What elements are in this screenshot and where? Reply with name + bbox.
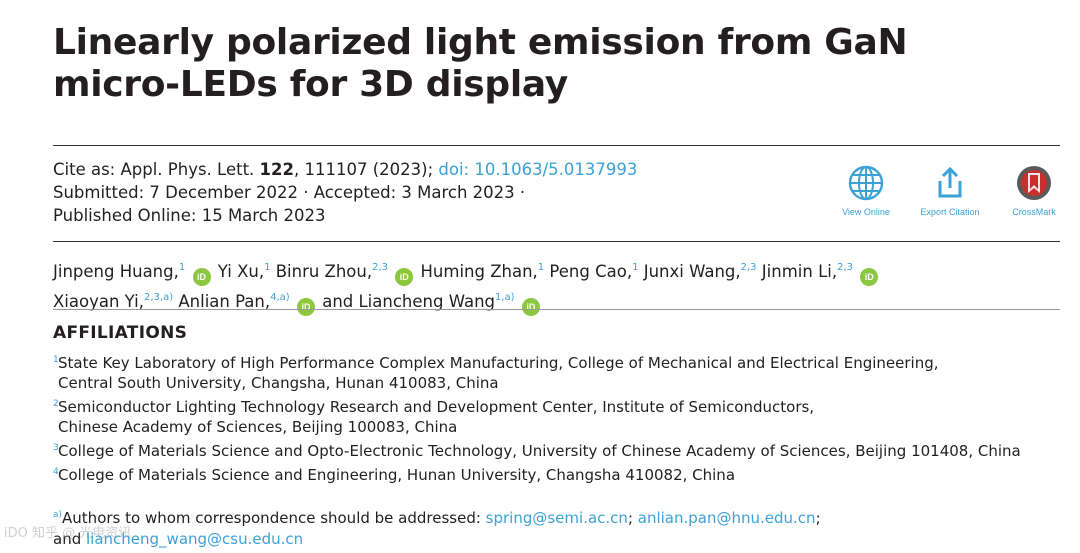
author: Xiaoyan Yi,2,3,a) [53,292,173,311]
separator: ; [627,509,638,527]
divider-affiliations [53,309,1060,310]
author-list: Jinpeng Huang,1 iD Yi Xu,1 Binru Zhou,2,… [53,256,1053,316]
author-affiliation-mark: 2,3,a) [144,292,174,303]
author-affiliation-mark: 2,3 [372,262,389,273]
affiliation-number: 4 [53,467,59,477]
title-line-1: Linearly polarized light emission from G… [53,22,908,63]
affiliation-2: 2 Semiconductor Lighting Technology Rese… [53,397,1063,437]
affiliation-list: 1 State Key Laboratory of High Performan… [53,353,1063,489]
author-name: Binru Zhou, [275,262,373,281]
correspondence-and: and [53,530,86,548]
author-affiliation-mark: 1 [632,262,639,273]
author: Binru Zhou,2,3 iD [275,262,416,286]
correspondence-line-1: a)Authors to whom correspondence should … [53,505,1063,529]
author: Junxi Wang,2,3 [644,262,757,281]
orcid-icon[interactable]: iD [192,268,211,286]
author-affiliation-mark: 1,a) [495,292,515,303]
citation-published: Published Online: 15 March 2023 [53,206,326,225]
email-link[interactable]: spring@semi.ac.cn [485,509,628,527]
divider-top [53,145,1060,146]
title-line-2: micro-LEDs for 3D display [53,64,568,105]
affiliation-3: 3 College of Materials Science and Opto-… [53,441,1063,461]
author-affiliation-mark: 4,a) [270,292,290,303]
author-affiliation-mark: 2,3 [740,262,757,273]
doi-link[interactable]: doi: 10.1063/5.0137993 [438,160,638,179]
author-affiliation-mark: 2,3 [837,262,853,273]
email-link[interactable]: liancheng_wang@csu.edu.cn [86,530,304,548]
affiliation-text: State Key Laboratory of High Performance… [58,354,939,372]
affiliation-text: Central South University, Changsha, Huna… [58,374,499,392]
citation-volume: 122 [259,160,294,179]
article-tools: View Online Export Citation CrossMark [830,163,1066,223]
author-name: Junxi Wang, [643,262,741,281]
author-name: Peng Cao, [549,262,633,281]
export-citation-button[interactable]: Export Citation [914,163,986,217]
author-name: Huming Zhan, [420,262,538,281]
affiliation-text: Chinese Academy of Sciences, Beijing 100… [58,418,458,436]
correspondence-line-2: and liancheng_wang@csu.edu.cn [53,529,1063,550]
separator: ; [815,509,821,527]
author: Jinmin Li,2,3 iD [761,262,880,286]
affiliation-text: College of Materials Science and Enginee… [58,466,736,484]
author-name: Xiaoyan Yi, [53,292,144,311]
crossmark-label: CrossMark [1012,207,1056,217]
view-online-button[interactable]: View Online [830,163,902,217]
citation-pages: , 111107 (2023); [294,160,439,179]
author-name: Jinpeng Huang, [53,262,179,281]
orcid-icon[interactable]: iD [395,268,414,286]
affiliation-number: 2 [53,399,59,409]
author: Yi Xu,1 [218,262,271,281]
author-name: Yi Xu, [217,262,265,281]
author-name: and Liancheng Wang [322,292,495,311]
citation-prefix: Cite as: Appl. Phys. Lett. [53,160,260,179]
crossmark-button[interactable]: CrossMark [998,163,1070,217]
orcid-icon[interactable]: iD [860,268,879,286]
citation-line-1: Cite as: Appl. Phys. Lett. 122, 111107 (… [53,158,637,181]
view-online-label: View Online [842,207,890,217]
author: Jinpeng Huang,1 iD [53,262,213,286]
author-name: Jinmin Li, [761,262,838,281]
affiliations-heading: AFFILIATIONS [53,323,188,343]
globe-icon [848,165,884,201]
author: Huming Zhan,1 [421,262,545,281]
author-affiliation-mark: 1 [537,262,545,273]
affiliation-1: 1 State Key Laboratory of High Performan… [53,353,1063,393]
export-icon [938,166,962,198]
author: Peng Cao,1 [549,262,638,281]
author-affiliation-mark: 1 [264,262,271,273]
paper-title: Linearly polarized light emission from G… [53,22,1033,106]
author-name: Anlian Pan, [178,292,271,311]
email-link[interactable]: anlian.pan@hnu.edu.cn [637,509,816,527]
affiliation-number: 1 [53,355,59,365]
author: and Liancheng Wang1,a) iD [322,292,542,316]
orcid-icon[interactable]: iD [296,298,315,316]
orcid-icon[interactable]: iD [521,298,540,316]
correspondence-text: Authors to whom correspondence should be… [62,509,486,527]
affiliation-text: College of Materials Science and Opto-El… [58,442,1021,460]
citation-dates: Submitted: 7 December 2022 · Accepted: 3… [53,183,526,202]
author-affiliation-mark: 1 [178,262,186,273]
affiliation-text: Semiconductor Lighting Technology Resear… [58,398,815,416]
crossmark-icon [1017,166,1051,200]
citation-block: Cite as: Appl. Phys. Lett. 122, 111107 (… [53,158,637,227]
affiliation-4: 4 College of Materials Science and Engin… [53,465,1063,485]
correspondence-mark: a) [53,510,63,520]
divider-middle [53,241,1060,242]
author: Anlian Pan,4,a) iD [178,292,317,316]
affiliation-number: 3 [53,443,59,453]
export-citation-label: Export Citation [920,207,980,217]
correspondence-block: a)Authors to whom correspondence should … [53,505,1063,550]
watermark: iDO 知乎 @ 光电资讯 [4,526,132,541]
